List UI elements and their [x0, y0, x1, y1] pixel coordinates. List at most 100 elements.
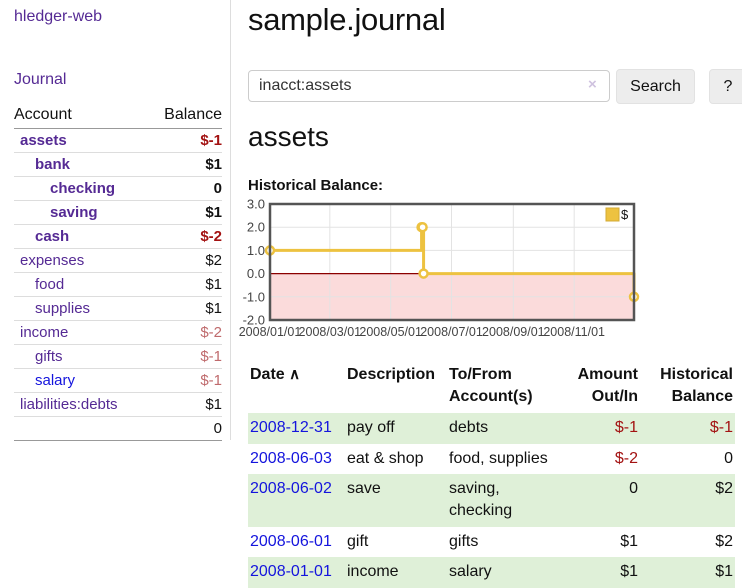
account-row: saving $1 — [14, 200, 222, 225]
transaction-description: save — [347, 480, 381, 498]
transaction-description: eat & shop — [347, 449, 424, 467]
account-row: food $1 — [14, 272, 222, 297]
account-link[interactable]: checking — [50, 180, 116, 197]
account-balance: 0 — [147, 176, 222, 201]
account-balance: $-2 — [147, 224, 222, 249]
account-row: liabilities:debts $1 — [14, 392, 222, 417]
transaction-balance: $1 — [715, 563, 733, 581]
account-row: expenses $2 — [14, 248, 222, 273]
account-balance: $1 — [147, 392, 222, 417]
transaction-balance: $2 — [715, 480, 733, 498]
transaction-accounts: saving, checking — [449, 480, 513, 519]
account-link[interactable]: saving — [50, 204, 98, 221]
svg-text:1.0: 1.0 — [247, 243, 265, 258]
account-link[interactable]: bank — [35, 156, 71, 173]
page-title: sample.journal — [248, 2, 446, 37]
svg-text:2008/09/01: 2008/09/01 — [482, 325, 545, 339]
transaction-date-link[interactable]: 2008-06-01 — [250, 532, 332, 550]
svg-text:2008/11/01: 2008/11/01 — [543, 325, 605, 339]
svg-text:2.0: 2.0 — [247, 220, 265, 235]
transaction-amount: $1 — [620, 532, 638, 550]
account-link[interactable]: food — [35, 276, 65, 293]
column-header-description: Description — [347, 366, 436, 383]
svg-text:2008/01/01: 2008/01/01 — [239, 325, 302, 339]
transaction-row: 2008-06-01 gift gifts $1 $2 — [248, 527, 735, 558]
transaction-amount: $-1 — [614, 419, 638, 437]
account-row: assets $-1 — [14, 128, 222, 153]
account-link[interactable]: cash — [35, 228, 70, 245]
transaction-balance: $2 — [715, 532, 733, 550]
account-link[interactable]: assets — [20, 132, 67, 149]
search-help-button[interactable]: ? — [709, 69, 742, 104]
account-balance: $-1 — [147, 128, 222, 153]
app-title-link[interactable]: hledger-web — [14, 8, 103, 25]
accounts-total-value: 0 — [147, 416, 222, 441]
account-row: cash $-2 — [14, 224, 222, 249]
transaction-date-link[interactable]: 2008-06-03 — [250, 449, 332, 467]
account-row: gifts $-1 — [14, 344, 222, 369]
transaction-accounts: food, supplies — [449, 449, 548, 467]
transaction-date-link[interactable]: 2008-01-01 — [250, 563, 332, 581]
transaction-balance: 0 — [724, 449, 733, 467]
account-link[interactable]: income — [20, 324, 69, 341]
column-header-accounts: To/From Account(s) — [449, 366, 533, 405]
account-link[interactable]: expenses — [20, 252, 85, 269]
transaction-row: 2008-01-01 income salary $1 $1 — [248, 557, 735, 588]
chart-title: Historical Balance: — [248, 177, 384, 194]
account-heading: assets — [248, 121, 329, 152]
balance-header: Balance — [147, 104, 222, 129]
sidebar-divider — [230, 0, 231, 440]
transaction-row: 2008-06-02 save saving, checking 0 $2 — [248, 474, 735, 527]
svg-text:2008/03/01: 2008/03/01 — [299, 325, 362, 339]
account-link[interactable]: salary — [35, 372, 76, 389]
transaction-row: 2008-06-03 eat & shop food, supplies $-2… — [248, 444, 735, 475]
transaction-description: income — [347, 563, 399, 581]
transaction-balance: $-1 — [709, 419, 733, 437]
account-balance: $1 — [147, 152, 222, 177]
svg-text:$: $ — [621, 207, 629, 222]
transaction-date-link[interactable]: 2008-06-02 — [250, 480, 332, 498]
transaction-accounts: debts — [449, 419, 489, 437]
accounts-header: Account — [14, 104, 148, 129]
account-row: bank $1 — [14, 152, 222, 177]
svg-text:3.0: 3.0 — [247, 197, 265, 212]
transaction-date-link[interactable]: 2008-12-31 — [250, 419, 332, 437]
transaction-amount: $-2 — [614, 449, 638, 467]
account-link[interactable]: liabilities:debts — [20, 396, 118, 413]
svg-text:2008/05/01: 2008/05/01 — [359, 325, 422, 339]
column-header-balance: Historical Balance — [660, 366, 733, 405]
account-row: salary $-1 — [14, 368, 222, 393]
transaction-description: gift — [347, 532, 369, 550]
transaction-amount: $1 — [620, 563, 638, 581]
account-balance: $-1 — [147, 368, 222, 393]
accounts-balance-table: Account Balance assets $-1 bank $1 check… — [14, 104, 222, 441]
svg-text:0.0: 0.0 — [247, 266, 265, 281]
transaction-accounts: salary — [449, 563, 492, 581]
column-header-date[interactable]: Date ∧ — [250, 366, 301, 383]
account-balance: $1 — [147, 272, 222, 297]
sidebar-item-journal[interactable]: Journal — [14, 71, 67, 88]
account-balance: $1 — [147, 200, 222, 225]
transaction-description: pay off — [347, 419, 395, 437]
register-table: Date ∧ Description To/From Account(s) Am… — [248, 360, 735, 588]
clear-search-icon[interactable]: × — [588, 76, 597, 93]
account-balance: $1 — [147, 296, 222, 321]
account-row: income $-2 — [14, 320, 222, 345]
account-row: checking 0 — [14, 176, 222, 201]
search-form: × Search ? — [248, 68, 742, 104]
search-button[interactable]: Search — [616, 69, 695, 104]
account-balance: $-1 — [147, 344, 222, 369]
svg-text:-1.0: -1.0 — [243, 289, 265, 304]
account-link[interactable]: gifts — [35, 348, 63, 365]
transaction-row: 2008-12-31 pay off debts $-1 $-1 — [248, 413, 735, 444]
main-content: sample.journal × Search ? assets Histori… — [239, 0, 742, 588]
transaction-accounts: gifts — [449, 532, 479, 550]
account-link[interactable]: supplies — [35, 300, 91, 317]
account-balance: $2 — [147, 248, 222, 273]
search-input[interactable] — [248, 70, 610, 102]
historical-balance-chart: $3.0 2.0 1.0 0.0 -1.0 -2.02008/01/012008/03/0… — [239, 197, 640, 339]
column-header-amount: Amount Out/In — [577, 366, 638, 405]
account-row: supplies $1 — [14, 296, 222, 321]
accounts-total-row: 0 — [14, 416, 222, 441]
sort-asc-icon[interactable]: ∧ — [289, 366, 301, 383]
